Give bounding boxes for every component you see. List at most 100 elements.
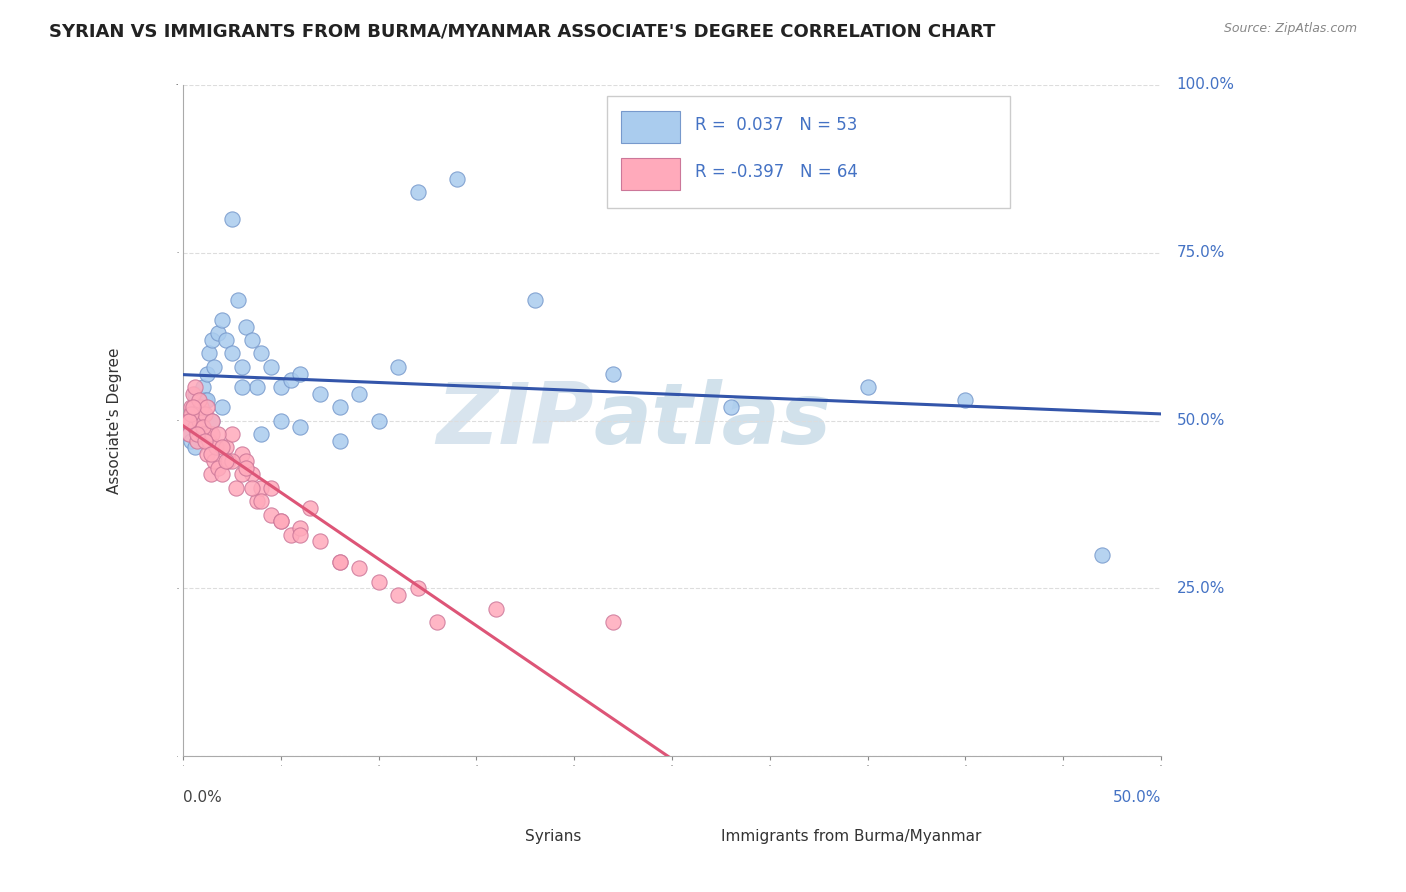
Point [221, 346, 243, 360]
Point [270, 380, 292, 394]
Point [201, 414, 224, 428]
Point [246, 380, 269, 394]
Point [186, 414, 208, 428]
Point [201, 427, 224, 442]
Point [180, 400, 202, 414]
Point [329, 400, 352, 414]
Point [250, 494, 273, 508]
Point [955, 393, 977, 408]
Point [240, 467, 263, 482]
Point [270, 514, 292, 528]
Point [177, 427, 200, 442]
Point [191, 420, 214, 434]
Point [187, 414, 209, 428]
Point [200, 447, 222, 461]
Point [235, 460, 257, 475]
Point [184, 386, 207, 401]
Text: 50.0%: 50.0% [1112, 789, 1161, 805]
Point [231, 467, 253, 482]
Point [329, 555, 352, 569]
Point [186, 434, 208, 448]
Point [215, 333, 238, 347]
Point [367, 574, 389, 589]
Point [347, 386, 370, 401]
Point [184, 380, 207, 394]
Point [180, 407, 202, 421]
Text: Associate's Degree: Associate's Degree [107, 347, 122, 494]
Point [195, 393, 218, 408]
Point [231, 447, 253, 461]
Point [367, 414, 389, 428]
Point [204, 454, 226, 468]
Point [207, 427, 229, 442]
Point [181, 400, 204, 414]
Point [201, 414, 224, 428]
Text: 25.0%: 25.0% [1177, 581, 1225, 596]
Point [176, 414, 198, 428]
Point [211, 441, 233, 455]
Point [231, 359, 253, 374]
Point [426, 615, 449, 629]
Text: 0.0%: 0.0% [183, 789, 222, 805]
Point [184, 420, 207, 434]
Point [280, 373, 302, 387]
Point [187, 427, 209, 442]
Point [186, 427, 208, 442]
Point [215, 441, 238, 455]
Point [329, 434, 352, 448]
Text: R =  0.037   N = 53: R = 0.037 N = 53 [696, 116, 858, 134]
Point [290, 420, 312, 434]
Point [215, 454, 238, 468]
Point [177, 414, 200, 428]
Point [240, 481, 263, 495]
Point [260, 508, 283, 522]
Point [201, 333, 224, 347]
Point [231, 380, 253, 394]
Point [190, 420, 212, 434]
Point [406, 186, 429, 200]
Point [181, 386, 204, 401]
Point [221, 454, 243, 468]
Point [204, 359, 226, 374]
Point [197, 434, 219, 448]
FancyBboxPatch shape [621, 112, 681, 143]
Point [602, 367, 624, 381]
Text: 50.0%: 50.0% [1177, 413, 1225, 428]
Point [720, 400, 742, 414]
Point [1091, 548, 1114, 562]
Point [260, 481, 283, 495]
Point [290, 521, 312, 535]
Text: 75.0%: 75.0% [1177, 245, 1225, 260]
Text: atlas: atlas [593, 379, 832, 462]
Text: Source: ZipAtlas.com: Source: ZipAtlas.com [1223, 22, 1357, 36]
Point [180, 434, 202, 448]
Point [200, 467, 222, 482]
Point [187, 393, 209, 408]
Text: Syrians: Syrians [526, 830, 582, 845]
Point [194, 393, 217, 408]
Point [602, 615, 624, 629]
Point [180, 414, 202, 428]
Point [221, 212, 243, 227]
Point [347, 561, 370, 575]
Point [225, 481, 247, 495]
Point [194, 434, 217, 448]
Point [190, 400, 212, 414]
Point [235, 454, 257, 468]
Text: 100.0%: 100.0% [1177, 78, 1234, 93]
Point [250, 346, 273, 360]
Point [290, 527, 312, 541]
Point [260, 359, 283, 374]
Point [217, 454, 239, 468]
Point [195, 367, 218, 381]
Point [406, 582, 429, 596]
Point [856, 380, 879, 394]
Point [524, 293, 547, 307]
Point [270, 514, 292, 528]
Text: Immigrants from Burma/Myanmar: Immigrants from Burma/Myanmar [721, 830, 981, 845]
Point [226, 293, 249, 307]
Point [309, 386, 332, 401]
Point [250, 427, 273, 442]
FancyBboxPatch shape [607, 96, 1011, 208]
Point [240, 333, 263, 347]
